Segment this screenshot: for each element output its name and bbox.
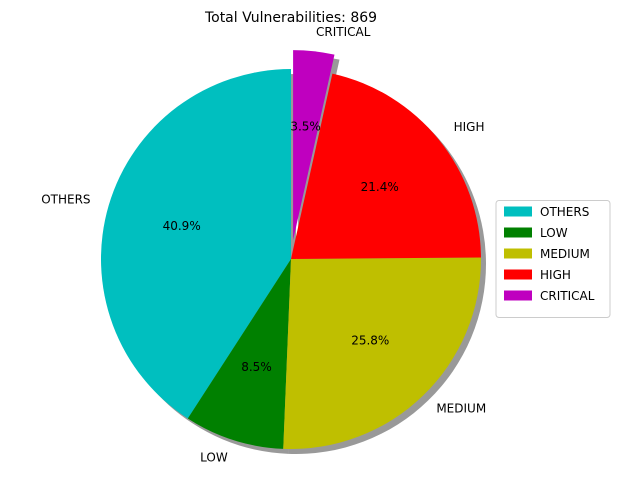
value-label: 8.5% <box>241 360 272 374</box>
slice-label: LOW <box>200 451 228 465</box>
legend-swatch <box>504 248 532 259</box>
legend-label: HIGH <box>540 268 571 282</box>
legend-swatch <box>504 206 532 217</box>
value-label: 3.5% <box>290 119 321 133</box>
slice <box>100 69 291 419</box>
slice-label: MEDIUM <box>436 402 486 416</box>
legend: OTHERS LOW MEDIUM HIGH CRITICAL <box>495 200 611 318</box>
slice <box>187 259 291 449</box>
legend-swatch <box>504 227 532 238</box>
slice <box>283 257 481 449</box>
value-label: 40.9% <box>163 219 201 233</box>
legend-label: MEDIUM <box>540 247 590 261</box>
value-label: 25.8% <box>351 333 389 347</box>
slice-label: OTHERS <box>41 192 90 206</box>
slice-label: HIGH <box>454 120 485 134</box>
legend-swatch <box>504 290 532 301</box>
slice <box>291 73 481 259</box>
slice <box>293 50 335 241</box>
chart-title: Total Vulnerabilities: 869 <box>204 10 377 26</box>
slice-label: CRITICAL <box>316 25 371 39</box>
value-label: 21.4% <box>361 180 399 194</box>
legend-label: CRITICAL <box>540 289 595 303</box>
legend-label: OTHERS <box>540 205 589 219</box>
legend-label: LOW <box>540 226 568 240</box>
legend-swatch <box>504 269 532 280</box>
